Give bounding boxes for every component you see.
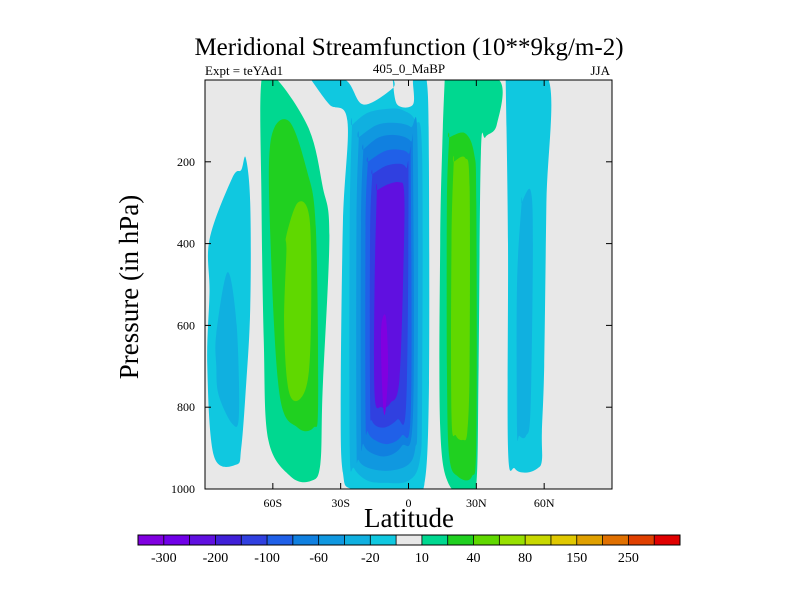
experiment-label: Expt = teYAd1 — [205, 63, 283, 78]
colorbar-box — [267, 535, 294, 545]
colorbar-box — [138, 535, 165, 545]
colorbar: -300 -200 -100 -60 -20 10 40 80 150 250 — [137, 534, 681, 566]
plot-area: 60S 30S 0 30N 60N 200 400 600 800 1000 — [171, 79, 613, 510]
contour-south-polar-cell-inner — [215, 272, 240, 427]
colorbar-box — [576, 535, 603, 545]
colorbar-box — [189, 535, 216, 545]
contour-south-ferrel-core — [284, 201, 312, 402]
colorbar-label: 150 — [566, 551, 587, 566]
contour-hadley-core-peak — [380, 314, 389, 415]
y-tick-label: 800 — [177, 400, 195, 414]
contour-fills — [207, 80, 552, 489]
colorbar-box — [473, 535, 500, 545]
colorbar-box — [163, 535, 190, 545]
colorbar-box — [241, 535, 268, 545]
season-label: JJA — [590, 63, 610, 78]
x-tick-label: 60N — [534, 496, 555, 510]
x-axis-label: Latitude — [364, 503, 454, 533]
y-tick-label: 400 — [177, 237, 195, 251]
colorbar-box — [550, 535, 577, 545]
colorbar-box — [628, 535, 655, 545]
colorbar-box — [525, 535, 552, 545]
x-tick-label: 30N — [466, 496, 487, 510]
y-tick-label: 1000 — [171, 482, 195, 496]
colorbar-box — [344, 535, 371, 545]
x-tick-label: 60S — [263, 496, 282, 510]
colorbar-label: -300 — [151, 551, 177, 566]
chart-title: Meridional Streamfunction (10**9kg/m-2) — [194, 34, 623, 61]
y-axis-label: Pressure (in hPa) — [114, 195, 144, 379]
colorbar-frame — [137, 534, 681, 546]
colorbar-box — [421, 535, 448, 545]
colorbar-label: 80 — [518, 551, 532, 566]
colorbar-label: 250 — [618, 551, 639, 566]
x-tick-label: 30S — [331, 496, 350, 510]
colorbar-label: -60 — [309, 551, 328, 566]
colorbar-box — [396, 535, 423, 545]
x-tick-label: 0 — [406, 496, 412, 510]
colorbar-box — [499, 535, 526, 545]
colorbar-box — [602, 535, 629, 545]
colorbar-label: 40 — [467, 551, 481, 566]
contour-north-ferrel-core — [451, 155, 470, 441]
colorbar-label: -20 — [361, 551, 380, 566]
colorbar-label: -100 — [254, 551, 280, 566]
y-tick-label: 600 — [177, 318, 195, 332]
colorbar-box — [292, 535, 319, 545]
y-axis: 200 400 600 800 1000 — [171, 155, 612, 496]
colorbar-box — [215, 535, 242, 545]
contour-north-polar-inner — [516, 188, 533, 442]
colorbar-box — [370, 535, 397, 545]
colorbar-box — [447, 535, 474, 545]
colorbar-box — [654, 535, 681, 545]
colorbar-label: 10 — [415, 551, 429, 566]
colorbar-label: -200 — [203, 551, 229, 566]
y-tick-label: 200 — [177, 155, 195, 169]
x-axis: 60S 30S 0 30N 60N — [263, 80, 555, 510]
run-label: 405_0_MaBP — [373, 61, 445, 76]
colorbar-box — [318, 535, 345, 545]
